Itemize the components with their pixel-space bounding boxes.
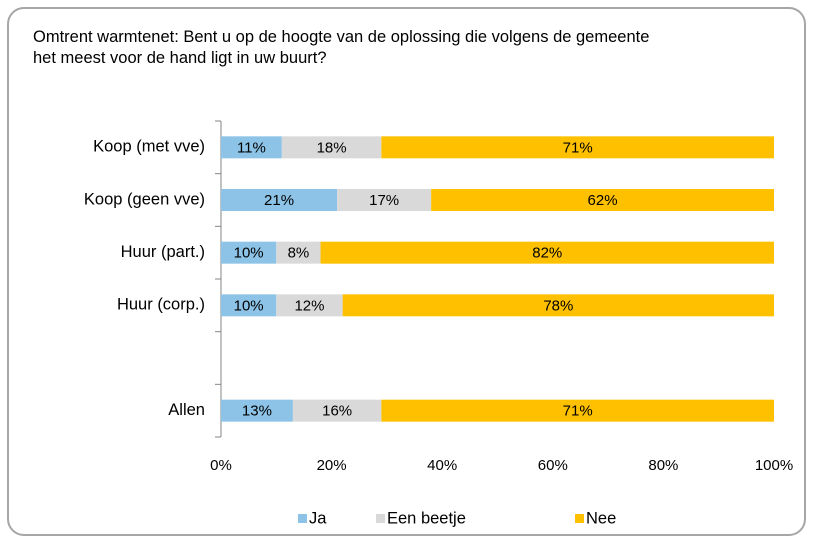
y-tick-label: Allen [168,401,205,419]
y-tick-label: Koop (met vve) [93,138,205,156]
x-tick-label: 60% [538,457,568,474]
data-label: 18% [317,139,347,156]
bar-segment [320,241,774,264]
legend-swatch [376,514,385,523]
data-label: 12% [294,297,324,314]
data-label: 8% [288,245,310,262]
data-label: 62% [588,192,618,209]
y-tick-label: Huur (corp.) [117,296,205,314]
bar-segment [381,136,774,159]
legend-swatch [298,514,307,523]
data-label: 82% [532,245,562,262]
data-label: 71% [563,403,593,420]
bar-segment [221,241,277,264]
y-tick-label: Koop (geen vve) [84,190,205,208]
bar-segment [337,189,432,211]
bar-segment [221,399,293,422]
x-tick-label: 100% [755,457,793,474]
y-tick-label: Huur (part.) [121,243,205,261]
data-label: 21% [264,192,294,209]
bar-segment [342,294,774,317]
bar-segment [221,136,282,159]
bar-segment [221,294,277,317]
bar-segment [276,294,343,317]
bar-segment [276,241,321,264]
x-tick-label: 20% [317,457,347,474]
bar-segment [292,399,382,422]
data-label: 10% [234,297,264,314]
bar-segment [281,136,382,159]
x-tick-label: 40% [427,457,457,474]
bar-segment [381,399,774,422]
data-label: 71% [563,139,593,156]
chart-title: Omtrent warmtenet: Bent u op de hoogte v… [33,28,650,67]
bar-segment [431,189,774,211]
x-tick-label: 0% [210,457,232,474]
data-label: 16% [322,403,352,420]
data-label: 11% [237,139,266,156]
data-label: 13% [242,403,272,420]
data-label: 78% [543,297,573,314]
x-tick-label: 80% [648,457,678,474]
data-label: 17% [369,192,399,209]
legend-label: Ja [309,509,327,527]
legend-label: Nee [586,509,616,527]
bar-segment [221,189,338,211]
legend-swatch [575,514,584,523]
chart-frame [7,7,806,536]
data-label: 10% [234,245,264,262]
legend-label: Een beetje [387,509,466,527]
